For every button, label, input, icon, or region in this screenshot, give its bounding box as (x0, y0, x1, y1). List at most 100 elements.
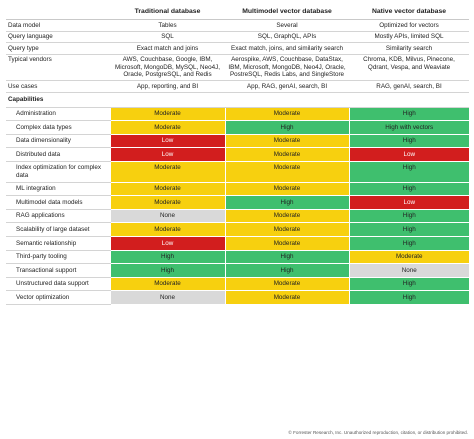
table-cell: SQL (110, 31, 225, 44)
rating-cell: High (224, 250, 349, 265)
table-cell: Aerospike, AWS, Couchbase, DataStax, IBM… (225, 54, 349, 82)
table-cell: Tables (110, 19, 225, 32)
rating-cell: High (109, 250, 225, 265)
rating-cell: Moderate (224, 182, 349, 197)
rating-cell: Moderate (109, 222, 225, 237)
header-traditional: Traditional database (110, 6, 225, 21)
capability-row-administration: Administration Moderate Moderate High (6, 107, 469, 122)
row-label: Data model (6, 19, 110, 32)
capability-label: Distributed data (6, 147, 110, 162)
rating-cell: Moderate (224, 134, 349, 149)
comparison-table: Traditional database Multimodel vector d… (6, 6, 469, 305)
info-row-query-type: Query type Exact match and joins Exact mat… (6, 42, 469, 55)
rating-cell: High (348, 290, 469, 305)
rating-cell: None (348, 263, 469, 278)
capability-label: Unstructured data support (6, 277, 110, 292)
row-label: Use cases (6, 80, 110, 93)
rating-cell: Low (109, 236, 225, 251)
table-cell: AWS, Couchbase, Google, IBM, Microsoft, … (110, 54, 225, 82)
rating-cell: Moderate (109, 195, 225, 210)
capability-label: Index optimization for complex data (6, 161, 110, 183)
rating-cell: Moderate (109, 107, 225, 122)
rating-cell: Low (348, 147, 469, 162)
rating-cell: Moderate (109, 161, 225, 183)
capability-row-unstructured-data-support: Unstructured data support Moderate Moderat… (6, 277, 469, 292)
capability-row-third-party-tooling: Third-party tooling High High Moderate (6, 250, 469, 265)
copyright-footer: © Forrester Research, Inc. Unauthorized … (288, 430, 468, 435)
rating-cell: Moderate (109, 182, 225, 197)
rating-cell: Moderate (348, 250, 469, 265)
rating-cell: Low (348, 195, 469, 210)
capability-row-complex-data-types: Complex data types Moderate High High with … (6, 120, 469, 135)
capability-row-scalability-of-large-dataset: Scalability of large dataset Moderate Mode… (6, 222, 469, 237)
rating-cell: Moderate (224, 209, 349, 224)
capability-label: Multimodel data models (6, 195, 110, 210)
capability-row-multimodel-data-models: Multimodel data models Moderate High Low (6, 195, 469, 210)
rating-cell: High with vectors (348, 120, 469, 135)
table-cell: RAG, genAI, search, BI (349, 80, 469, 93)
row-label: Typical vendors (6, 54, 110, 82)
rating-cell: Low (109, 147, 225, 162)
capability-row-semantic-relationship: Semantic relationship Low Moderate High (6, 236, 469, 251)
header-native: Native vector database (349, 6, 469, 21)
info-row-typical-vendors: Typical vendors AWS, Couchbase, Google, I… (6, 54, 469, 82)
rating-cell: High (348, 222, 469, 237)
capability-label: Complex data types (6, 120, 110, 135)
rating-cell: Low (109, 134, 225, 149)
rating-cell: Moderate (109, 120, 225, 135)
table-cell: App, RAG, genAI, search, BI (225, 80, 349, 93)
rating-cell: Moderate (224, 222, 349, 237)
rating-cell: Moderate (109, 277, 225, 292)
table-cell: Exact match and joins (110, 42, 225, 55)
row-label: Query type (6, 42, 110, 55)
capability-label: Vector optimization (6, 290, 110, 305)
rating-cell: Moderate (224, 107, 349, 122)
rating-cell: High (348, 107, 469, 122)
rating-cell: High (348, 134, 469, 149)
capability-label: Third-party tooling (6, 250, 110, 265)
rating-cell: None (109, 290, 225, 305)
capability-row-ml-integration: ML integration Moderate Moderate High (6, 182, 469, 197)
capability-label: Administration (6, 107, 110, 122)
table-body: Data model Tables Several Optimized for vec… (6, 19, 469, 305)
capability-label: ML integration (6, 182, 110, 197)
rating-cell: High (109, 263, 225, 278)
capability-label: RAG applications (6, 209, 110, 224)
capability-row-data-dimensionality: Data dimensionality Low Moderate High (6, 134, 469, 149)
table-cell: Several (225, 19, 349, 32)
header-row: Traditional database Multimodel vector d… (6, 6, 469, 21)
capability-row-distributed-data: Distributed data Low Moderate Low (6, 147, 469, 162)
rating-cell: Moderate (224, 236, 349, 251)
rating-cell: High (224, 195, 349, 210)
rating-cell: Moderate (224, 161, 349, 183)
rating-cell: High (348, 277, 469, 292)
capabilities-header-row: Capabilities (6, 92, 469, 108)
rating-cell: High (348, 209, 469, 224)
capability-row-rag-applications: RAG applications None Moderate High (6, 209, 469, 224)
rating-cell: Moderate (224, 290, 349, 305)
rating-cell: None (109, 209, 225, 224)
rating-cell: High (348, 161, 469, 183)
capability-label: Transactional support (6, 263, 110, 278)
rating-cell: Moderate (224, 277, 349, 292)
capability-label: Data dimensionality (6, 134, 110, 149)
capability-row-vector-optimization: Vector optimization None Moderate High (6, 290, 469, 305)
header-blank (6, 6, 110, 21)
capability-row-transactional-support: Transactional support High High None (6, 263, 469, 278)
info-row-data-model: Data model Tables Several Optimized for vec… (6, 19, 469, 32)
table-cell: Optimized for vectors (349, 19, 469, 32)
table-cell: SQL, GraphQL, APIs (225, 31, 349, 44)
table-cell: Chroma, KDB, Milvus, Pinecone, Qdrant, V… (349, 54, 469, 82)
capabilities-title: Capabilities (6, 92, 469, 108)
table-cell: App, reporting, and BI (110, 80, 225, 93)
header-multimodel: Multimodel vector database (225, 6, 349, 21)
row-label: Query language (6, 31, 110, 44)
rating-cell: High (348, 236, 469, 251)
rating-cell: High (224, 120, 349, 135)
capability-label: Scalability of large dataset (6, 222, 110, 237)
info-row-use-cases: Use cases App, reporting, and BI App, RAG,… (6, 80, 469, 93)
info-row-query-language: Query language SQL SQL, GraphQL, APIs Mostl… (6, 31, 469, 44)
capability-row-index-optimization-for-complex-data: Index optimization for complex data Moder… (6, 161, 469, 183)
table-cell: Mostly APIs, limited SQL (349, 31, 469, 44)
